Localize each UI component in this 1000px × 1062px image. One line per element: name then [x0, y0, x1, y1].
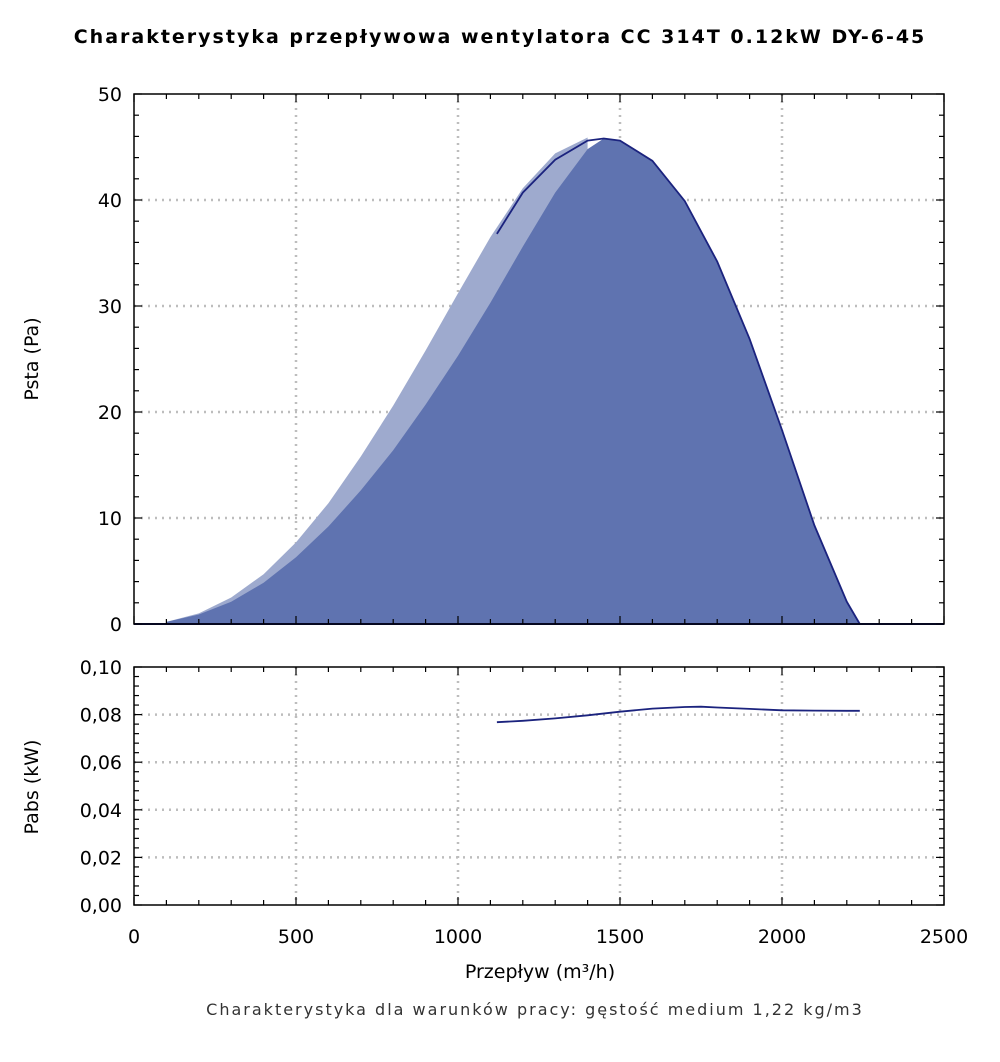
flow-xtick-label: 2000: [758, 926, 806, 948]
pressure-ytick-label: 20: [98, 402, 122, 424]
flow-xtick-label: 2500: [920, 926, 968, 948]
power-panel: 0,00 0,02 0,04 0,06 0,08 0,10 0 500 1000 1500 2000…: [80, 657, 968, 948]
conditions-footnote: Charakterystyka dla warunków pracy: gęst…: [206, 1000, 864, 1019]
power-ytick-label: 0,08: [80, 705, 122, 727]
flow-xtick-label: 0: [128, 926, 140, 948]
pressure-ytick-label: 10: [98, 508, 122, 530]
power-ytick-label: 0,06: [80, 752, 122, 774]
chart-title: Charakterystyka przepływowa wentylatora …: [73, 26, 927, 48]
flow-xtick-label: 1000: [434, 926, 482, 948]
power-axis-label: Pabs (kW): [21, 740, 43, 835]
power-ytick-label: 0,00: [80, 895, 122, 917]
pressure-area-series-1: [166, 138, 860, 624]
power-plot-frame: [133, 666, 945, 906]
power-ytick-label: 0,02: [80, 847, 122, 869]
pressure-ytick-label: 50: [98, 84, 122, 106]
flow-xtick-label: 500: [278, 926, 314, 948]
power-ytick-label: 0,04: [80, 800, 122, 822]
pressure-plot-frame: [133, 93, 945, 625]
pressure-axis-label: Psta (Pa): [21, 317, 43, 400]
flow-xtick-label: 1500: [596, 926, 644, 948]
pressure-panel: 0 10 20 30 40 50: [98, 84, 945, 636]
flow-axis-label: Przepływ (m³/h): [465, 961, 615, 983]
power-ytick-label: 0,10: [80, 657, 122, 679]
pressure-ytick-label: 30: [98, 296, 122, 318]
pressure-line-series-2: [496, 137, 861, 625]
pressure-ytick-label: 40: [98, 190, 122, 212]
power-line-series-0: [496, 705, 860, 724]
pressure-ytick-label: 0: [110, 614, 122, 636]
